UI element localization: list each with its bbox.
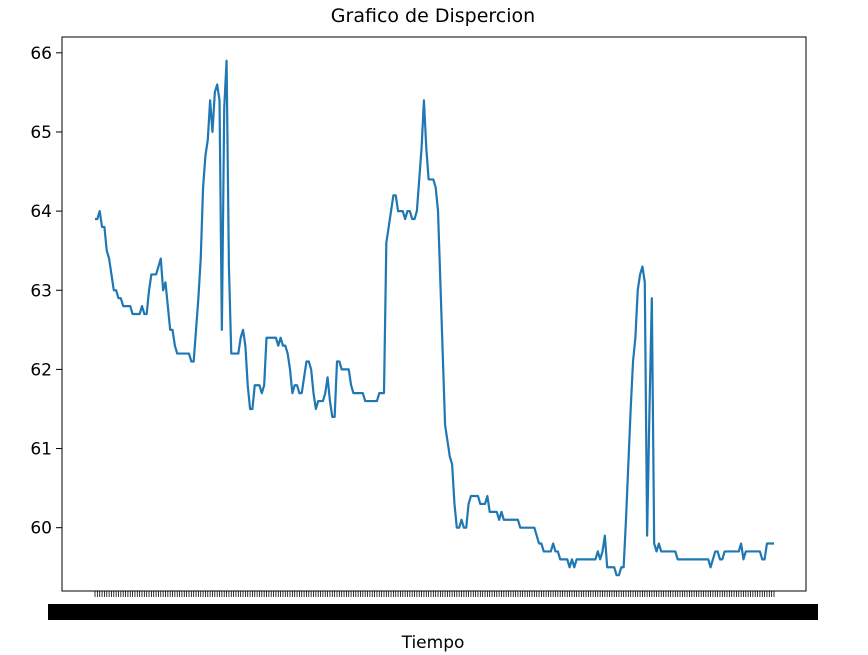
series-line (95, 59, 774, 577)
x-axis-label: Tiempo (401, 633, 465, 653)
y-tick-label: 61 (30, 440, 52, 460)
y-tick-label: 66 (30, 44, 52, 64)
x-axis (48, 591, 818, 620)
chart-title: Grafico de Dispercion (331, 5, 535, 27)
x-tick-label-overlap (48, 604, 818, 620)
y-tick-label: 64 (30, 202, 52, 222)
series-group (95, 59, 774, 577)
y-tick-label: 60 (30, 519, 52, 539)
y-tick-label: 63 (30, 281, 52, 301)
y-tick-label: 62 (30, 360, 52, 380)
y-tick-label: 65 (30, 123, 52, 143)
plot-frame (61, 36, 807, 592)
y-axis: 60 61 62 63 64 65 66 (30, 44, 62, 539)
